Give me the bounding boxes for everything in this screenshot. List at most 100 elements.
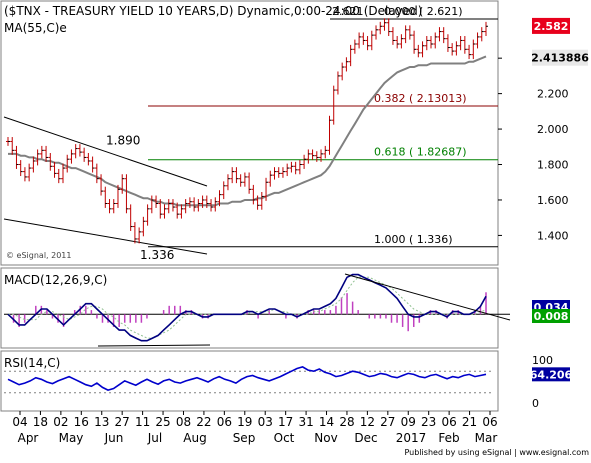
price-bar: [386, 18, 391, 37]
price-bar: [331, 85, 336, 125]
price-bar: [60, 163, 65, 184]
price-bar: [120, 174, 125, 194]
x-tick-label: 13: [94, 415, 109, 429]
price-bar: [458, 36, 463, 51]
price-bar: [344, 57, 349, 72]
price-bar: [285, 163, 290, 177]
x-month-label: 2017: [396, 431, 427, 445]
last-price-badge: [532, 17, 570, 34]
x-tick-label: 19: [237, 415, 252, 429]
price-bar: [382, 18, 387, 31]
x-month-label: Dec: [354, 431, 377, 445]
price-bar: [289, 161, 294, 173]
price-bar: [238, 174, 243, 187]
price-panel: [0, 0, 499, 266]
price-bar: [280, 167, 285, 178]
macd-support-line: [97, 344, 211, 347]
price-bar: [200, 195, 205, 208]
price-bar: [437, 27, 442, 42]
trendline-upper: [3, 116, 208, 187]
price-bar: [56, 168, 61, 184]
price-bar: [111, 199, 116, 214]
price-bar: [230, 167, 235, 184]
macd-trendline: [344, 273, 511, 321]
price-bar: [213, 197, 218, 212]
price-bar: [175, 202, 180, 219]
price-bar: [22, 167, 27, 182]
x-tick-label: 17: [278, 415, 293, 429]
ma-value-badge: [532, 49, 588, 66]
watermark: © eSignal, 2011: [6, 251, 71, 260]
annotation-low: 1.336: [140, 248, 174, 262]
price-bar: [416, 44, 421, 58]
price-bar: [352, 39, 357, 54]
x-month-label: Oct: [274, 431, 295, 445]
price-bar: [44, 145, 49, 162]
price-bar: [73, 144, 78, 159]
price-bar: [471, 39, 476, 60]
price-bar: [196, 199, 201, 212]
price-bar: [187, 197, 192, 208]
price-bar: [374, 25, 379, 40]
y-tick-label: 1.800: [537, 159, 569, 172]
price-bar: [107, 199, 112, 214]
x-month-label: Feb: [438, 431, 459, 445]
price-bar: [149, 195, 154, 214]
x-tick-label: 21: [462, 415, 477, 429]
x-tick-label: 04: [12, 415, 27, 429]
price-bar: [462, 36, 467, 54]
price-bar: [272, 167, 277, 180]
macd-panel: [0, 267, 499, 349]
price-bar: [154, 195, 159, 208]
price-bar: [429, 36, 434, 49]
x-tick-label: 06: [217, 415, 232, 429]
price-bar: [297, 160, 302, 175]
x-tick-label: 14: [319, 415, 334, 429]
price-bar: [268, 170, 273, 187]
price-title: ($TNX - TREASURY YIELD 10 YEARS,D) Dynam…: [4, 4, 422, 18]
x-tick-label: 06: [482, 415, 497, 429]
price-bar: [221, 181, 226, 200]
price-bar: [293, 161, 298, 175]
price-bar: [335, 71, 340, 95]
x-month-label: Mar: [475, 431, 498, 445]
price-bar: [420, 41, 425, 58]
x-tick-label: 27: [115, 415, 130, 429]
rsi-value-badge: [532, 367, 570, 382]
price-bar: [10, 137, 15, 155]
rsi-tick-label: 100: [532, 354, 553, 367]
price-bar: [484, 21, 488, 37]
price-bar: [399, 34, 404, 49]
x-tick-label: 23: [421, 415, 436, 429]
price-bar: [90, 156, 95, 173]
price-bar: [276, 167, 281, 178]
price-bar: [390, 27, 395, 45]
price-bar: [217, 190, 222, 207]
annotation-top: 2.621: [332, 5, 364, 18]
price-bar: [31, 156, 36, 173]
price-bar: [65, 154, 70, 173]
price-bar: [162, 204, 167, 219]
x-month-label: Aug: [183, 431, 206, 445]
price-bar: [467, 44, 472, 60]
price-bar: [99, 174, 104, 196]
price-bar: [403, 25, 408, 44]
price-bar: [302, 154, 307, 169]
x-tick-label: 28: [339, 415, 354, 429]
price-bar: [433, 32, 438, 49]
price-bar: [77, 144, 82, 157]
price-bar: [247, 172, 252, 194]
price-bar: [327, 115, 332, 155]
rsi-title: RSI(14,C): [4, 356, 60, 370]
rsi-value-label: 64.206: [530, 368, 573, 381]
y-tick-label: 1.600: [537, 194, 569, 207]
signal-value-badge: [532, 309, 570, 323]
level-label: 0.618 ( 1.82687): [374, 146, 467, 159]
price-bar: [166, 199, 171, 214]
price-bar: [395, 36, 400, 49]
price-bar: [115, 184, 120, 208]
price-bar: [128, 204, 133, 231]
trendline-lower: [3, 218, 208, 255]
footer: Published by using eSignal | www.esignal…: [405, 448, 590, 457]
last-price-label: 2.582: [534, 20, 569, 33]
